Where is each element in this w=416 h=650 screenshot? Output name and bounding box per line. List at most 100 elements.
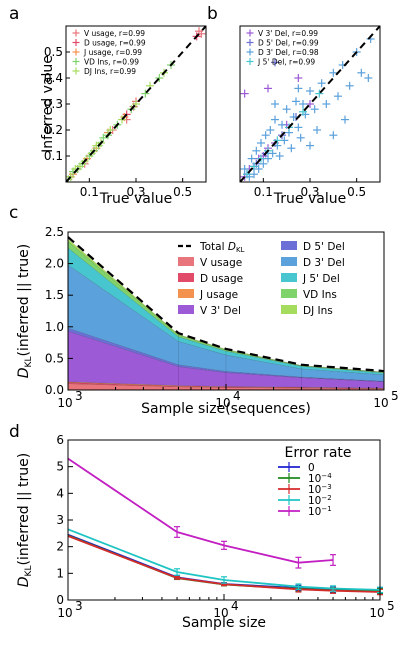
b-point-s2-3 — [250, 170, 258, 179]
d-legend-marker-4 — [278, 506, 300, 516]
c-xtick-exp-1: 4 — [233, 389, 241, 403]
a-xtick-label-2: 0.5 — [173, 185, 192, 199]
a-point-s3-12 — [155, 74, 164, 82]
c-legend-label-9: DJ Ins — [303, 305, 333, 317]
d-xtick-label-1: 10 — [213, 606, 228, 620]
b-point-s2-36 — [357, 68, 366, 77]
d-ytick-label-0: 0 — [56, 593, 64, 607]
c-ytick-label-0: 0.0 — [45, 383, 64, 397]
d-line-2 — [67, 535, 381, 593]
b-point-s2-34 — [345, 81, 354, 90]
a-legend-label-3: VD Ins, r=0.99 — [84, 58, 139, 67]
b-xtick-label-1: 0.3 — [300, 185, 319, 199]
a-legend-marker-4 — [72, 67, 80, 75]
a-identity-line — [66, 26, 206, 182]
c-xtick-exp-2: 5 — [391, 389, 399, 403]
c-xtick-label-1: 10 — [215, 396, 230, 410]
panel-b-scatter: 0.1 0.3 0.5 V 3' Del, r=0.99D 5' Del, r=0.… — [239, 25, 381, 207]
b-point-s2-4 — [252, 146, 261, 155]
a-point-s4-2 — [76, 162, 84, 171]
a-point-s3-11 — [141, 89, 150, 98]
c-legend-swatch-6 — [281, 257, 297, 266]
b-point-s2-37 — [364, 74, 373, 82]
d-errorbar-4-3 — [295, 556, 302, 569]
b-point-s2-32 — [334, 92, 342, 101]
a-legend-label-2: J usage, r=0.99 — [83, 48, 142, 57]
d-legend-title: Error rate — [284, 445, 351, 461]
b-legend-marker-1 — [246, 39, 254, 46]
c-xtick-exp-0: 3 — [75, 389, 83, 403]
b-point-s0-8 — [240, 89, 249, 98]
c-legend-label-8: VD Ins — [303, 289, 337, 301]
a-legend-label-1: D usage, r=0.99 — [84, 39, 146, 48]
c-legend-swatch-9 — [281, 305, 297, 314]
c-legend-swatch-7 — [281, 273, 297, 282]
c-legend-swatch-3 — [178, 289, 194, 298]
a-legend-marker-2 — [72, 48, 80, 56]
panel-d-xlabel: Sample size — [182, 615, 266, 631]
c-legend-label-6: D 3' Del — [303, 257, 345, 269]
d-legend-label-3: 10−2 — [308, 494, 332, 507]
b-point-s2-27 — [310, 105, 319, 114]
c-legend-label-2: D usage — [200, 273, 243, 285]
panel-c-xlabel: Sample size(sequences) — [141, 401, 311, 417]
a-ytick-label-3: 0.4 — [44, 71, 63, 85]
b-point-s3-0 — [243, 170, 251, 179]
c-legend-swatch-4 — [178, 305, 194, 314]
a-point-s4-8 — [118, 115, 126, 124]
panel-letter-c: c — [9, 203, 18, 223]
b-point-s0-10 — [294, 74, 303, 82]
d-ytick-label-3: 3 — [56, 513, 64, 527]
b-point-s2-21 — [292, 97, 300, 106]
b-legend-label-2: D 3' Del, r=0.98 — [258, 48, 319, 57]
d-errorbar-3-3 — [295, 583, 302, 590]
b-point-s2-41 — [306, 141, 314, 150]
panel-b-marks — [240, 26, 380, 182]
b-identity-line — [240, 26, 380, 182]
c-ytick-label-3: 1.5 — [45, 288, 64, 302]
c-legend-label-4: V 3' Del — [200, 305, 241, 317]
d-ytick-label-6: 6 — [56, 433, 64, 447]
d-xtick-label-0: 10 — [57, 606, 72, 620]
panel-d-marks — [67, 457, 383, 596]
b-point-s2-23 — [296, 133, 305, 142]
d-ytick-label-2: 2 — [56, 540, 64, 554]
b-point-s2-19 — [287, 144, 296, 153]
c-legend-swatch-5 — [281, 241, 297, 250]
a-ytick-label-0: 0.1 — [44, 149, 63, 163]
c-ytick-label-1: 0.5 — [45, 351, 64, 365]
c-legend-swatch-1 — [178, 257, 194, 266]
b-point-s1-5 — [271, 58, 279, 67]
d-legend-label-1: 10−4 — [308, 472, 332, 485]
d-errorbar-4-1 — [174, 526, 181, 538]
a-legend-label-4: DJ Ins, r=0.99 — [84, 67, 136, 76]
panel-a-xlabel: True value — [99, 191, 172, 207]
panel-a-legend: V usage, r=0.99D usage, r=0.99J usage, r… — [72, 29, 146, 76]
b-legend-label-1: D 5' Del, r=0.99 — [258, 39, 319, 48]
a-legend-marker-0 — [72, 29, 80, 37]
b-point-s2-42 — [329, 131, 338, 140]
c-legend-swatch-2 — [178, 273, 194, 282]
d-legend-label-2: 10−3 — [308, 483, 332, 496]
a-ytick-label-2: 0.3 — [44, 97, 63, 111]
c-legend-label-total: Total DKL — [199, 241, 245, 254]
panel-b-xlabel: True value — [273, 191, 346, 207]
c-legend-label-5: D 5' Del — [303, 241, 345, 253]
panel-a-ylabel: Inferred value — [40, 55, 56, 153]
b-point-s2-10 — [266, 126, 275, 134]
panel-a-marks — [66, 26, 206, 182]
b-legend-label-3: J 5' Del, r=0.99 — [257, 58, 315, 67]
a-xtick-label-1: 0.3 — [126, 185, 145, 199]
b-point-s0-9 — [264, 84, 272, 93]
d-legend-label-0: 0 — [308, 462, 315, 474]
c-legend-swatch-8 — [281, 289, 297, 298]
panel-c-legend: Total DKL V usage D usage J usage V 3' Del D … — [178, 241, 345, 317]
b-xtick-label-0: 0.1 — [254, 185, 273, 199]
b-point-s2-28 — [313, 126, 321, 134]
panel-d-frame — [67, 439, 381, 601]
b-legend-marker-0 — [246, 29, 254, 37]
c-ytick-label-2: 1.0 — [45, 320, 64, 334]
b-point-s2-29 — [317, 79, 326, 88]
